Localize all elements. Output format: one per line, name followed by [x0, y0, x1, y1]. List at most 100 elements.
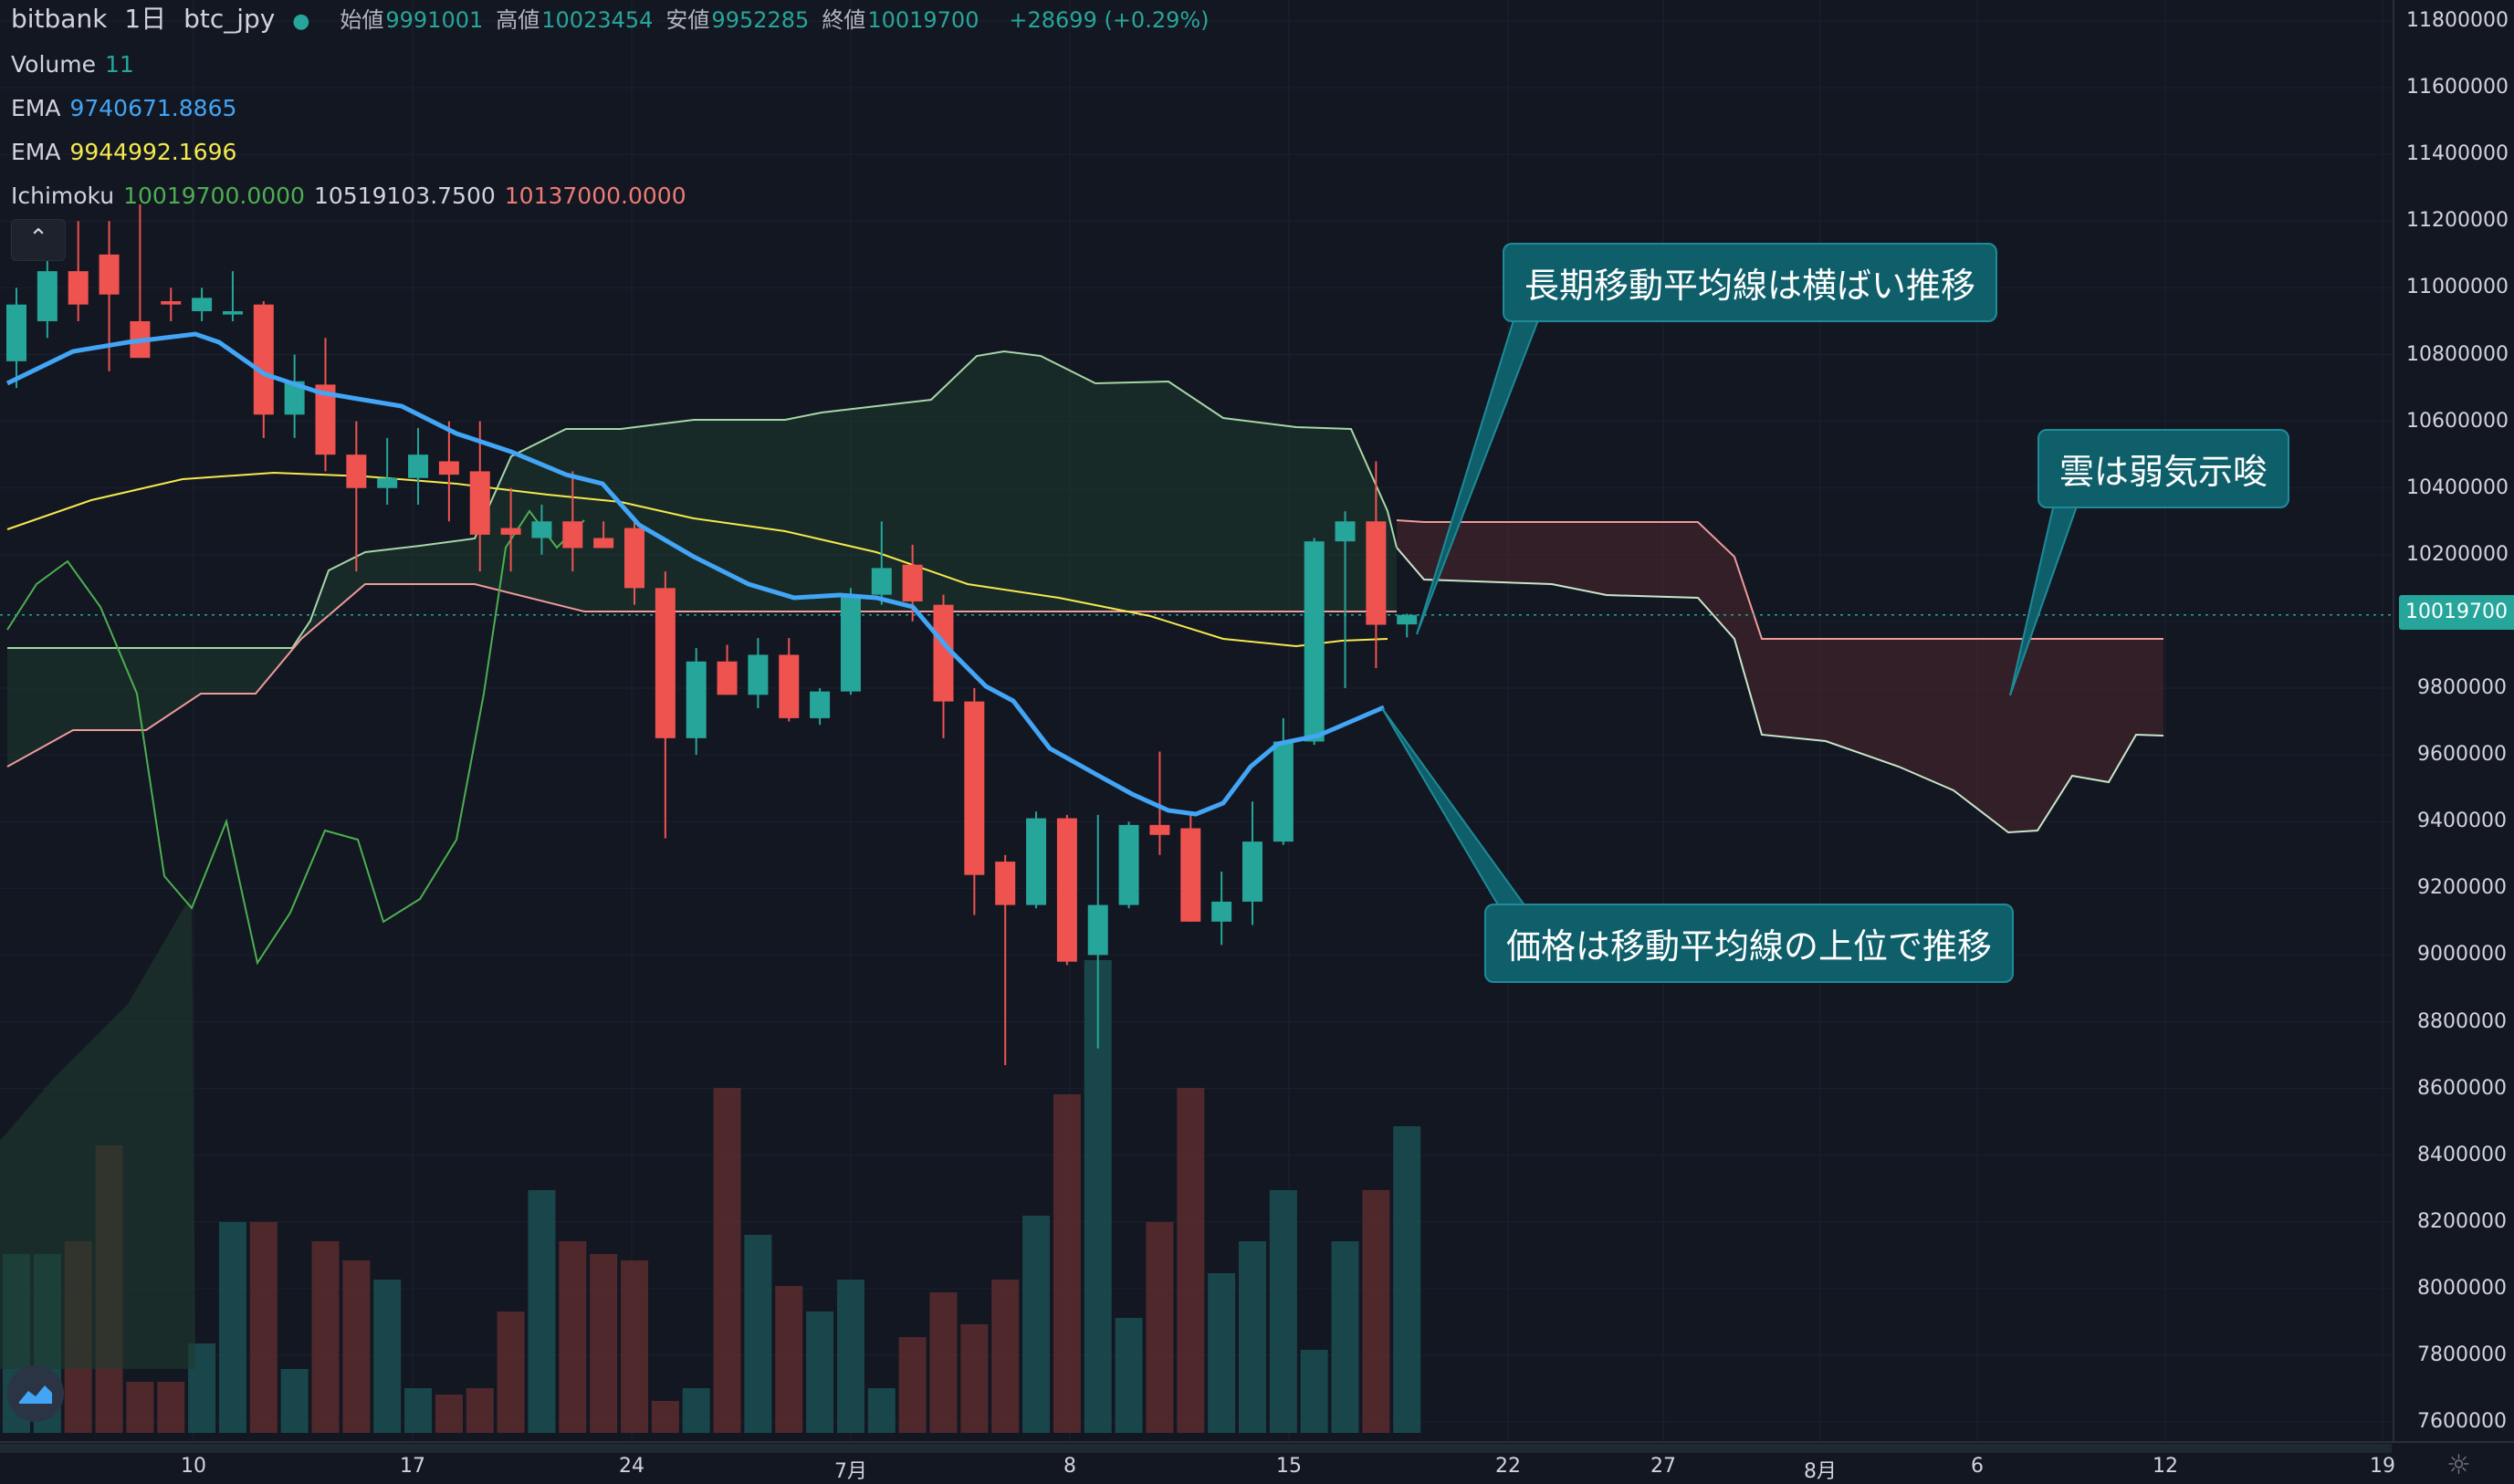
indicator-value: 11 [104, 51, 134, 78]
price-axis-label: 11200000 [2406, 209, 2509, 233]
candle-body [284, 381, 305, 415]
indicator-name: EMA [11, 139, 61, 165]
ohlc-key: 高値 [496, 7, 540, 33]
volume-bar [1239, 1241, 1266, 1433]
time-axis-label: 12 [2153, 1455, 2178, 1478]
price-axis-label: 8800000 [2417, 1009, 2507, 1033]
volume-bar [775, 1286, 803, 1433]
volume-bar [157, 1382, 185, 1433]
volume-bar [1208, 1273, 1236, 1433]
volume-bar [1362, 1190, 1390, 1433]
price-axis-label: 11400000 [2406, 142, 2509, 166]
volume-bar [621, 1260, 648, 1433]
last-price-tag: 10019700 [2399, 595, 2514, 630]
price-axis-label: 8400000 [2417, 1143, 2507, 1166]
indicator-value: 10519103.7500 [313, 183, 496, 209]
ohlc-values: 始値9991001 高値10023454 安値9952285 終値10019700 [340, 7, 991, 33]
volume-bar [1269, 1190, 1297, 1433]
candle-body [779, 654, 800, 718]
price-change: +28699 (+0.29%) [1009, 7, 1210, 33]
ohlc-key: 始値 [340, 7, 384, 33]
candle-body [810, 691, 831, 718]
candle-body [346, 455, 367, 488]
callout-pointer [1416, 308, 1545, 635]
time-axis-label: 17 [400, 1455, 425, 1478]
annotation-callout[interactable]: 価格は移動平均線の上位で推移 [1484, 904, 2015, 983]
time-axis-label: 24 [619, 1455, 644, 1478]
volume-bar [960, 1324, 989, 1433]
price-axis-label: 11600000 [2406, 76, 2509, 99]
ohlc-key: 安値 [665, 7, 710, 33]
ichimoku-span-b [1396, 547, 2164, 834]
time-axis-label: 22 [1495, 1455, 1521, 1478]
time-axis-label: 19 [2370, 1455, 2395, 1478]
time-axis-label: 6 [1971, 1455, 1984, 1478]
candle-body [438, 461, 459, 476]
volume-bar [528, 1190, 556, 1433]
indicator-row[interactable]: Ichimoku 10019700.0000 10519103.7500 101370… [11, 183, 696, 210]
price-axis-label: 9000000 [2417, 943, 2507, 967]
indicator-row[interactable]: Volume 11 [11, 51, 143, 78]
price-axis-label: 8000000 [2417, 1276, 2507, 1300]
market-status-icon: ● [292, 10, 310, 33]
tradingview-logo[interactable] [7, 1365, 64, 1422]
candle-body [1366, 521, 1387, 625]
price-axis-label: 9400000 [2417, 810, 2507, 833]
volume-bar [559, 1241, 587, 1433]
interval-label[interactable]: 1日 [124, 4, 167, 34]
candle-body [1087, 904, 1108, 956]
candle-body [315, 384, 336, 455]
ohlc-value: 9952285 [711, 7, 810, 33]
volume-bar [435, 1395, 463, 1433]
price-axis-label: 10400000 [2406, 476, 2509, 499]
candle-body [840, 594, 861, 692]
candle-body [1273, 741, 1294, 842]
indicator-name: EMA [11, 95, 61, 121]
candle-body [717, 661, 738, 695]
candle-body [1211, 901, 1232, 922]
annotation-callout[interactable]: 雲は弱気示唆 [2037, 429, 2290, 508]
ichimoku-span-b-past [6, 583, 1397, 768]
price-axis-label: 8600000 [2417, 1076, 2507, 1100]
time-axis-label: 8 [1063, 1455, 1076, 1478]
volume-bar [249, 1222, 278, 1433]
price-axis-label: 9800000 [2417, 676, 2507, 699]
volume-bar [836, 1280, 864, 1433]
volume-bar [466, 1388, 494, 1433]
candle-body [408, 455, 429, 478]
symbol-name[interactable]: bitbank [11, 4, 108, 34]
time-axis-label: 7月 [834, 1460, 867, 1483]
candle-body [1242, 841, 1262, 902]
indicator-row[interactable]: EMA 9740671.8865 [11, 95, 246, 122]
chevron-up-icon[interactable]: ⌃ [11, 219, 66, 261]
candle-body [500, 528, 521, 535]
gear-icon[interactable]: ☼ [2446, 1449, 2471, 1481]
volume-bar [929, 1292, 958, 1433]
ema-fast-line [5, 331, 1385, 817]
indicator-value: 10019700.0000 [123, 183, 305, 209]
candle-body [871, 568, 892, 595]
ohlc-value: 9991001 [385, 7, 484, 33]
candle-body [655, 588, 676, 738]
volume-bar [898, 1337, 927, 1433]
volume-bar [651, 1401, 679, 1433]
candle-body [1149, 824, 1170, 835]
price-axis-label: 8200000 [2417, 1209, 2507, 1233]
indicator-value: 9944992.1696 [69, 139, 237, 165]
indicator-name: Volume [11, 51, 96, 78]
time-axis-label: 10 [181, 1455, 206, 1478]
annotation-callout[interactable]: 長期移動平均線は横ばい推移 [1503, 243, 1998, 322]
volume-bar [590, 1254, 618, 1433]
candle-body [253, 304, 274, 415]
candle-body [222, 310, 243, 315]
symbol-header: bitbank 1日 btc_jpy ● 始値9991001 高値10023454… [11, 5, 1219, 36]
volume-bar [373, 1280, 402, 1433]
volume-bar [1300, 1350, 1328, 1433]
candle-body [933, 604, 954, 702]
candle-body [68, 271, 89, 305]
candle-body [1118, 824, 1139, 905]
candle-body [1180, 828, 1201, 922]
indicator-row[interactable]: EMA 9944992.1696 [11, 139, 246, 166]
candle-body [6, 304, 26, 361]
